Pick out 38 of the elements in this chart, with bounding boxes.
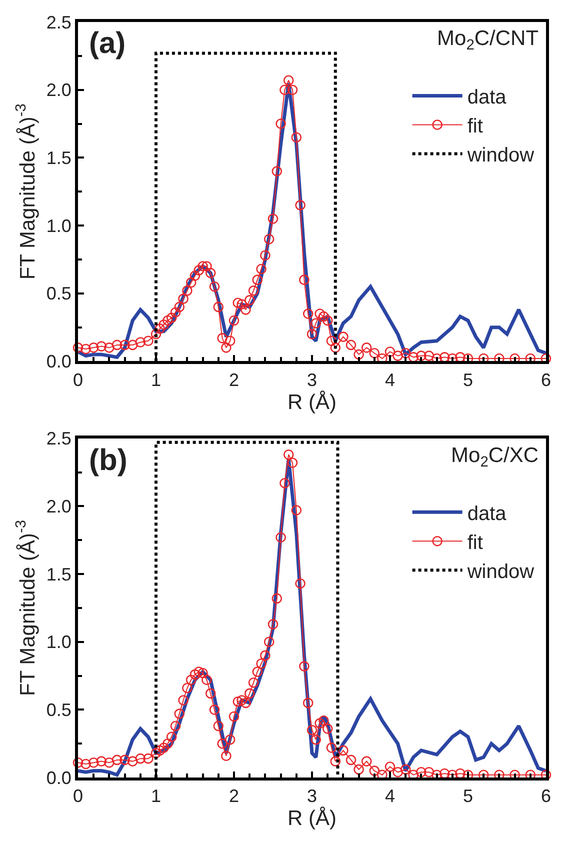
y-tick-label: 2.0: [46, 80, 72, 100]
x-axis-title: R (Å): [288, 806, 336, 830]
y-tick-label: 2.0: [46, 496, 72, 516]
x-tick-label: 1: [150, 370, 162, 390]
legend-label: window: [466, 144, 535, 167]
y-tick-label: 1.5: [46, 148, 72, 168]
x-tick-label: 0: [72, 370, 84, 390]
x-tick-label: 3: [306, 786, 318, 806]
y-tick-label: 0.5: [46, 700, 72, 720]
y-tick-label: 1.0: [46, 216, 72, 236]
x-axis-title: R (Å): [288, 390, 336, 414]
x-tick-label: 3: [306, 370, 318, 390]
legend-label: fit: [467, 116, 484, 138]
legend-label: window: [466, 560, 535, 583]
annotation: (b): [89, 444, 128, 477]
x-tick-label: 4: [384, 786, 396, 806]
x-tick-label: 1: [150, 786, 162, 806]
x-tick-label: 6: [540, 370, 552, 390]
legend-label: data: [467, 502, 508, 525]
y-tick-label: 0.0: [46, 768, 72, 788]
x-tick-label: 4: [384, 370, 396, 390]
y-tick-label: 2.5: [46, 12, 72, 32]
x-tick-label: 6: [540, 786, 552, 806]
legend-label: fit: [467, 532, 484, 554]
x-tick-label: 2: [228, 370, 240, 390]
annotation: (a): [89, 27, 126, 60]
y-tick-label: 0.5: [46, 284, 72, 304]
x-tick-label: 5: [462, 370, 474, 390]
annotation: Mo$_{2}$C/CNT: [437, 27, 539, 54]
x-tick-label: 0: [72, 786, 84, 806]
y-tick-label: 1.5: [46, 564, 72, 584]
x-tick-label: 5: [462, 786, 474, 806]
y-tick-label: 1.0: [46, 632, 72, 652]
annotation: Mo$_{2}$C/XC: [451, 444, 539, 470]
y-tick-label: 2.5: [46, 428, 72, 449]
x-tick-label: 2: [228, 786, 240, 806]
y-tick-label: 0.0: [46, 352, 72, 372]
legend-label: data: [467, 86, 508, 109]
